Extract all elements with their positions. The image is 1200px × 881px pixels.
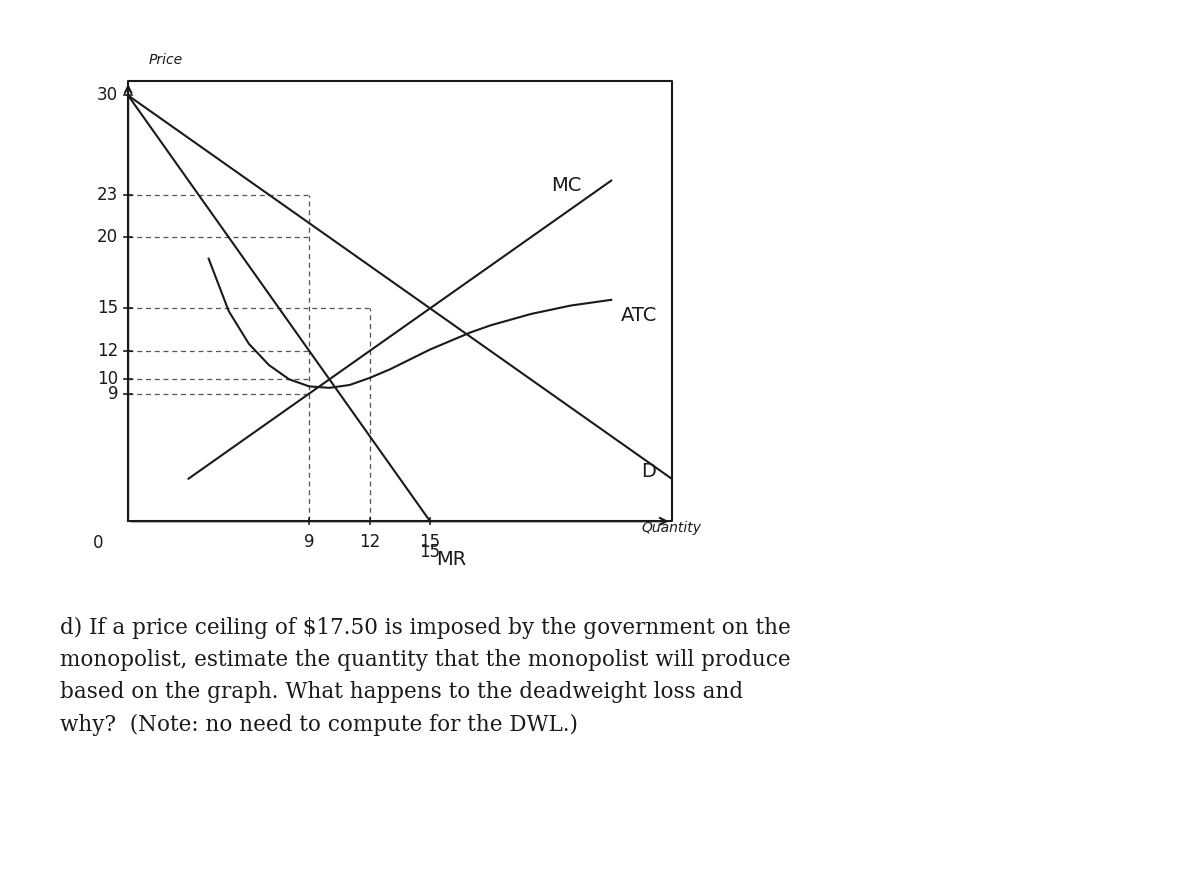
Text: MR: MR — [436, 550, 467, 568]
Text: 9: 9 — [304, 533, 314, 551]
Text: 15: 15 — [420, 543, 440, 560]
Text: 12: 12 — [97, 342, 118, 360]
Text: MC: MC — [551, 176, 581, 195]
Text: 15: 15 — [97, 300, 118, 317]
Text: d) If a price ceiling of $17.50 is imposed by the government on the
monopolist, : d) If a price ceiling of $17.50 is impos… — [60, 617, 791, 736]
Text: 0: 0 — [92, 534, 103, 552]
Text: 30: 30 — [97, 86, 118, 105]
Text: 12: 12 — [359, 533, 380, 551]
Text: ATC: ATC — [622, 306, 658, 325]
Text: 9: 9 — [108, 384, 118, 403]
Text: Price: Price — [149, 53, 182, 67]
Text: 10: 10 — [97, 370, 118, 389]
Text: 23: 23 — [97, 186, 118, 204]
Text: D: D — [642, 462, 656, 481]
Text: 20: 20 — [97, 228, 118, 247]
Text: 15: 15 — [420, 533, 440, 551]
Text: Quantity: Quantity — [642, 522, 702, 536]
